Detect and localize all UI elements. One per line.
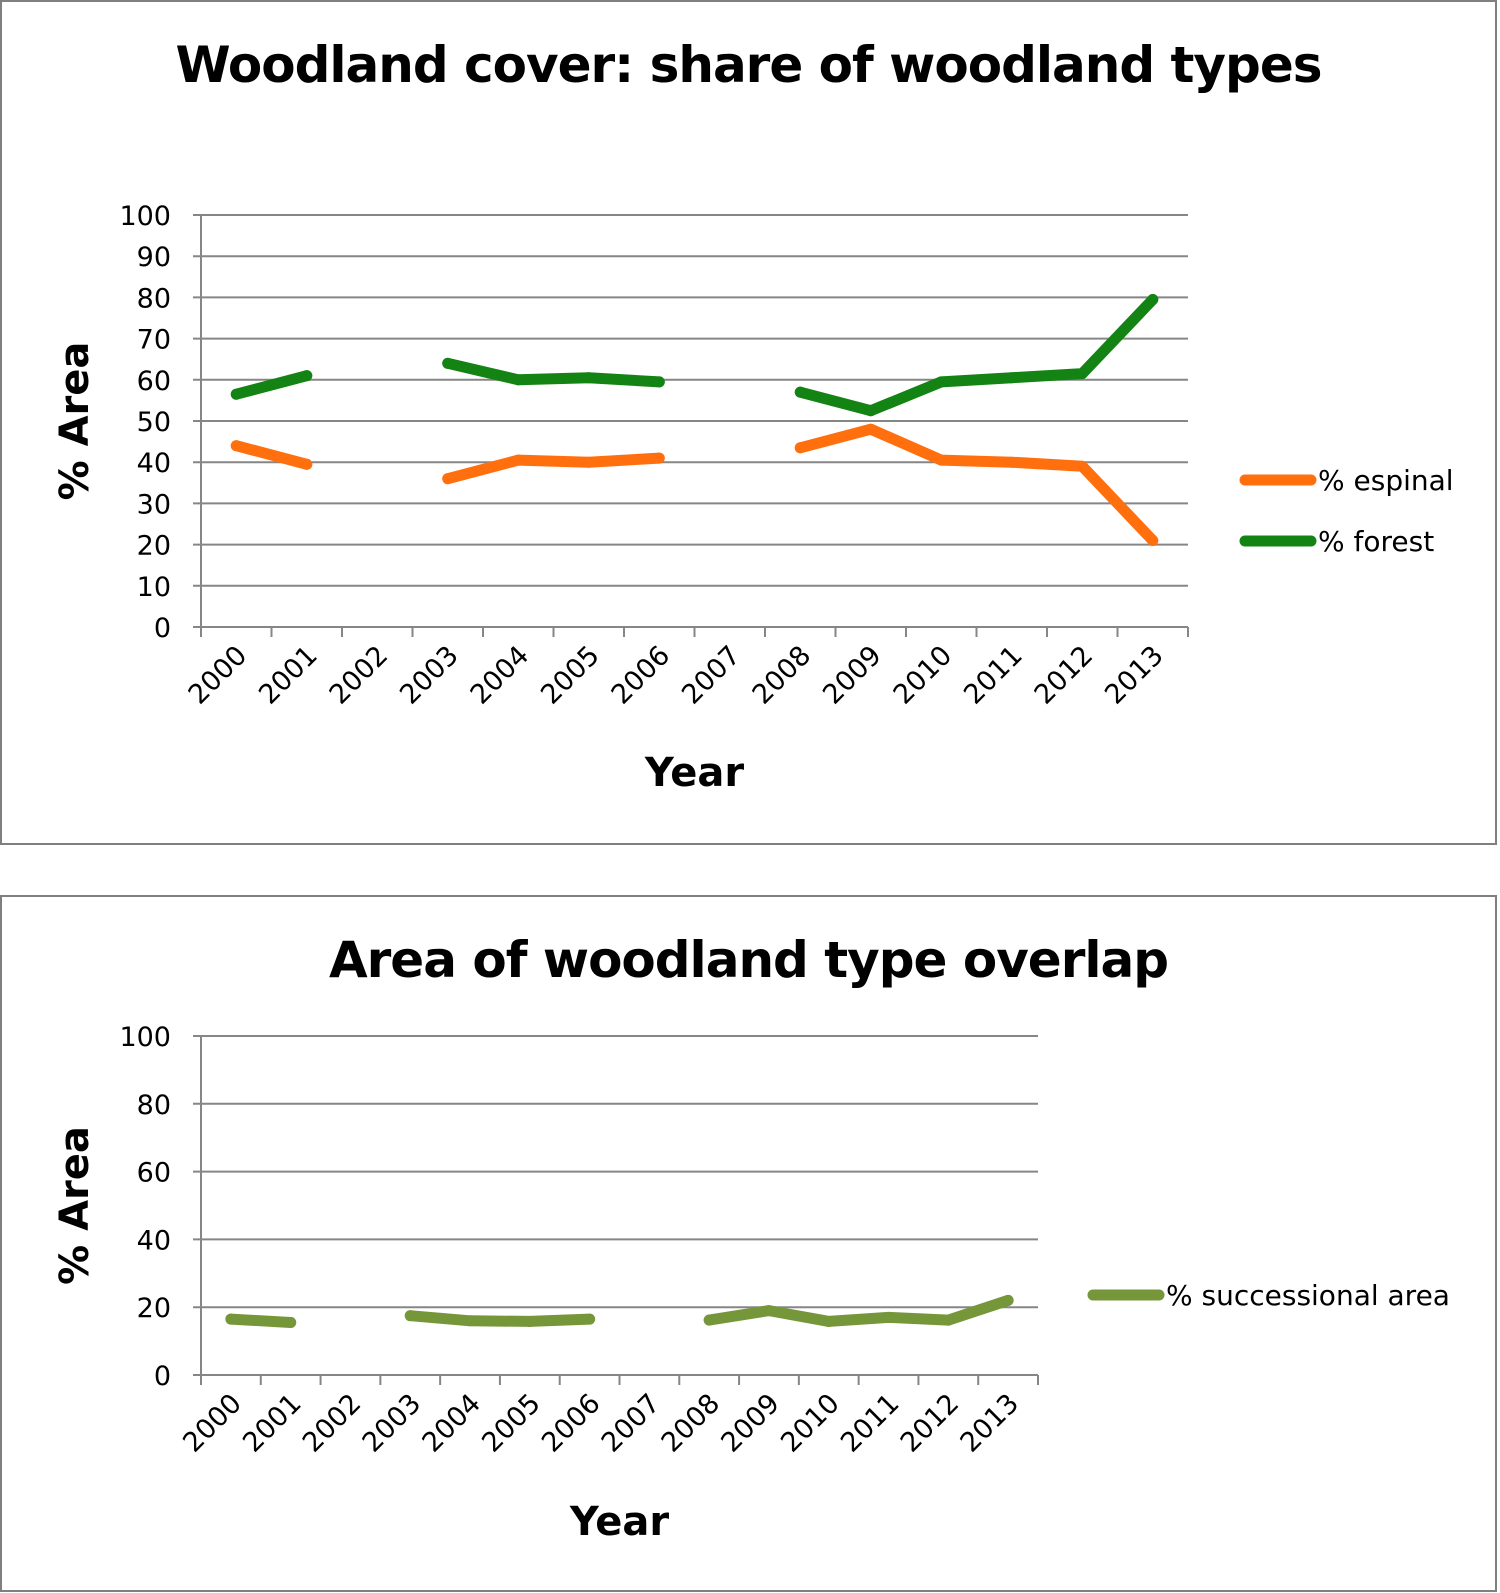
y-tick-label: 20 [137,1293,171,1324]
series-line-forest [794,294,1159,417]
x-tick-label: 2013 [955,1388,1026,1459]
chart-title-overlap: Area of woodland type overlap [328,931,1169,989]
x-tick-label: 2003 [357,1388,428,1459]
x-axis-title: Year [644,750,744,796]
data-point [1147,293,1159,305]
x-tick-label: 2009 [715,1388,786,1459]
legend-label: % forest [1318,525,1434,558]
data-point [865,405,877,417]
x-tick-label: 2001 [237,1388,308,1459]
data-point [1002,1294,1014,1306]
data-point [794,386,806,398]
data-point [1006,456,1018,468]
y-tick-label: 40 [137,1225,171,1256]
data-point [285,1316,297,1328]
data-point [1006,372,1018,384]
x-tick-label: 2000 [177,1388,248,1459]
x-tick-label: 2006 [536,1388,607,1459]
data-point [524,1315,536,1327]
y-axis-title: % Area [52,342,98,501]
x-tick-label: 2002 [297,1388,368,1459]
legend-label: % successional area [1166,1279,1450,1312]
x-tick-label: 2012 [895,1388,966,1459]
chart-panel-overlap [0,895,1497,1592]
x-tick-label: 2005 [476,1388,547,1459]
data-point [301,370,313,382]
y-tick-label: 90 [137,242,171,273]
chart-panel-woodland-cover [0,0,1497,845]
y-tick-label: 80 [137,283,171,314]
data-point [404,1310,416,1322]
y-tick-label: 60 [137,1158,171,1189]
y-tick-label: 60 [137,366,171,397]
y-tick-label: 30 [137,489,171,520]
y-tick-label: 100 [119,201,171,232]
data-point [935,454,947,466]
series-line-successional-area [225,1313,297,1328]
data-point [763,1305,775,1317]
y-tick-label: 0 [154,1361,171,1392]
data-point [442,473,454,485]
x-axis-title: Year [569,1499,669,1545]
x-tick-label: 2004 [416,1388,487,1459]
x-tick-label: 2010 [775,1388,846,1459]
data-point [301,458,313,470]
data-point [512,454,524,466]
data-point [1076,368,1088,380]
data-point [823,1315,835,1327]
y-tick-label: 40 [137,448,171,479]
data-point [883,1311,895,1323]
data-point [225,1313,237,1325]
data-point [512,374,524,386]
series-line-espinal [794,423,1159,546]
y-tick-label: 20 [137,531,171,562]
data-point [442,357,454,369]
x-tick-label: 2007 [596,1388,667,1459]
x-tick-label: 2008 [656,1388,727,1459]
data-point [865,423,877,435]
series-line-forest [230,370,313,400]
y-axis-title: % Area [52,1126,98,1285]
data-point [1076,460,1088,472]
y-tick-label: 70 [137,325,171,356]
y-tick-label: 100 [119,1022,171,1053]
data-point [584,1313,596,1325]
data-point [653,376,665,388]
series-line-espinal [442,452,665,485]
legend-label: % espinal [1318,464,1454,497]
data-point [230,440,242,452]
y-tick-label: 80 [137,1090,171,1121]
data-point [1147,534,1159,546]
y-tick-label: 0 [154,613,171,644]
series-line-forest [442,357,665,388]
data-point [942,1314,954,1326]
series-line-successional-area [703,1294,1014,1327]
data-point [583,456,595,468]
x-tick-label: 2011 [835,1388,906,1459]
data-point [794,442,806,454]
y-tick-label: 50 [137,407,171,438]
data-point [464,1315,476,1327]
series-line-successional-area [404,1310,596,1327]
series-line-espinal [230,440,313,470]
data-point [653,452,665,464]
data-point [703,1314,715,1326]
data-point [583,372,595,384]
y-tick-label: 10 [137,572,171,603]
data-point [935,376,947,388]
data-point [230,388,242,400]
chart-title-woodland-cover: Woodland cover: share of woodland types [175,36,1323,94]
